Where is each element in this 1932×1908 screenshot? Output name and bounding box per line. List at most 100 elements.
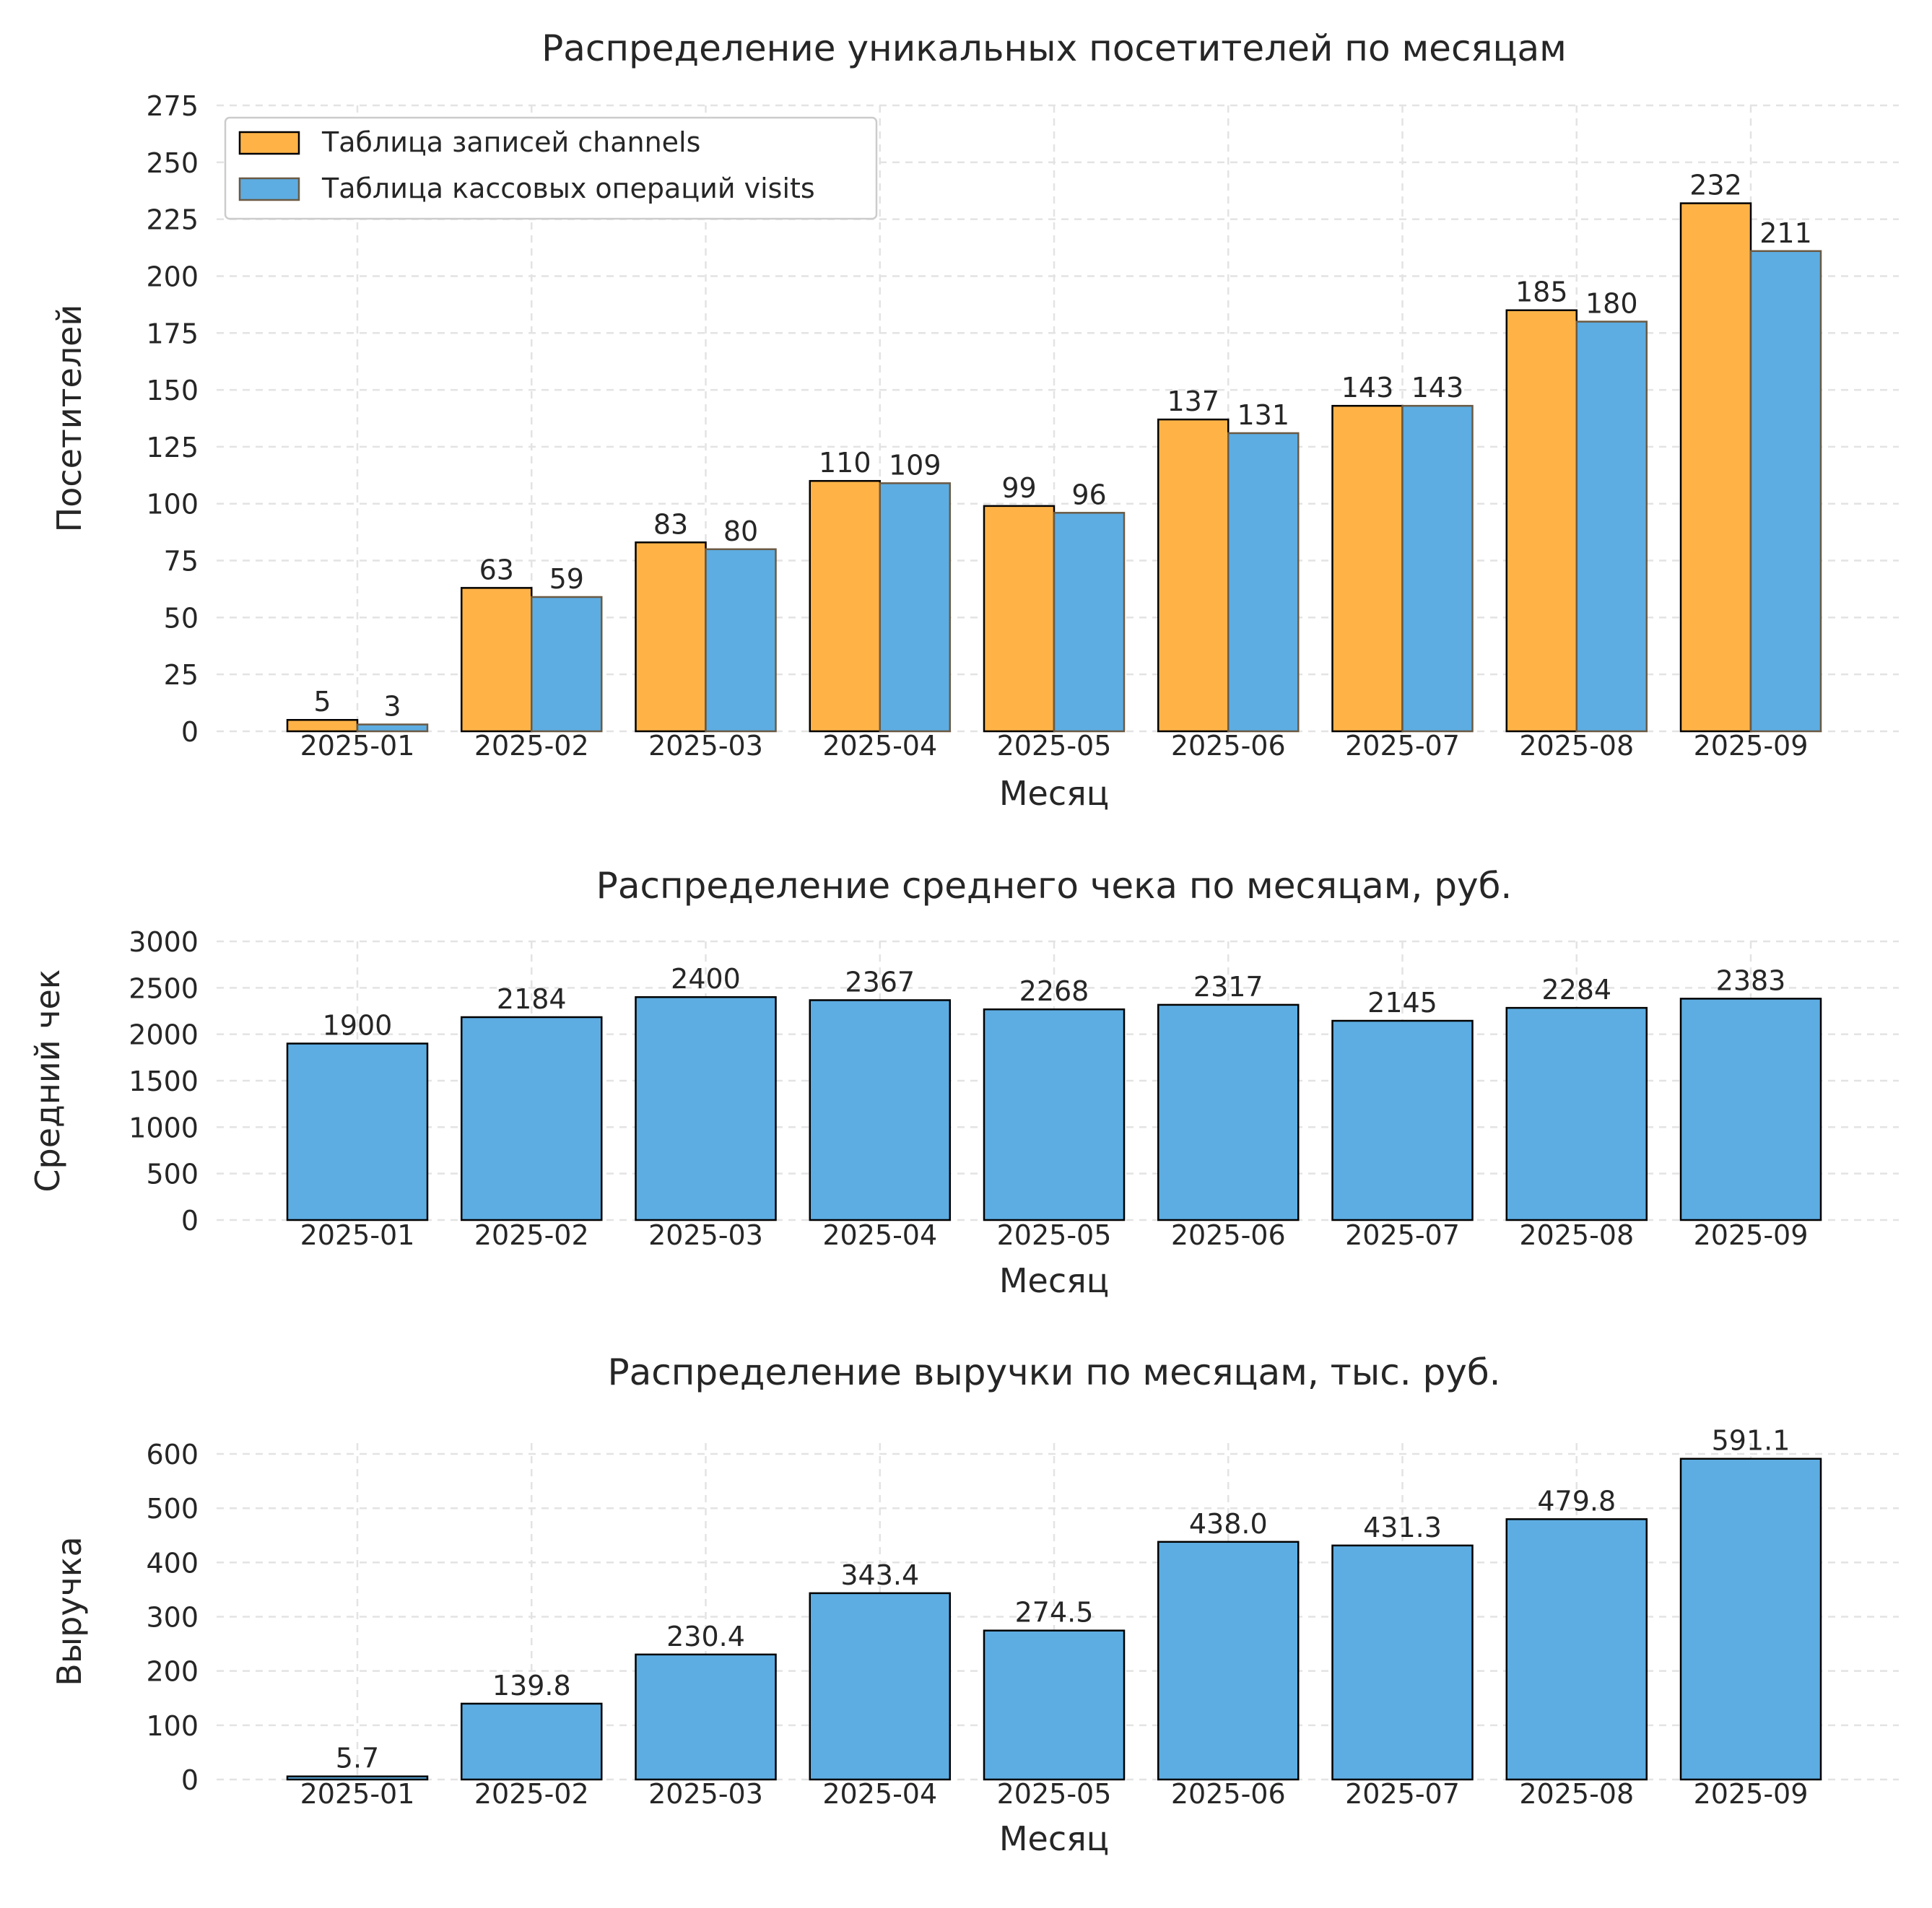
y-tick-label: 100 — [146, 489, 199, 520]
bar-value-label: 2184 — [497, 983, 567, 1015]
y-tick-label: 1500 — [129, 1066, 199, 1097]
bar-value-label: 59 — [549, 563, 584, 595]
x-tick-label: 2025-09 — [1694, 1219, 1809, 1251]
bar-value-label: 2268 — [1019, 975, 1089, 1007]
legend-swatch — [238, 177, 300, 201]
x-axis-label: Месяц — [999, 774, 1109, 813]
bar-value-label: 131 — [1237, 399, 1289, 431]
bar — [1505, 1006, 1648, 1221]
y-tick-label: 250 — [146, 147, 199, 179]
bar — [879, 482, 951, 733]
bar-value-label: 211 — [1759, 217, 1812, 249]
x-axis-label: Месяц — [999, 1819, 1109, 1858]
x-tick-label: 2025-07 — [1345, 730, 1460, 762]
y-tick-label: 275 — [146, 90, 199, 122]
y-tick-label: 100 — [146, 1710, 199, 1742]
x-tick-label: 2025-04 — [822, 1778, 937, 1810]
y-tick-label: 25 — [164, 659, 199, 691]
y-tick-label: 225 — [146, 204, 199, 236]
bar-value-label: 2145 — [1367, 987, 1437, 1019]
x-tick-label: 2025-07 — [1345, 1219, 1460, 1251]
chart-title: Распределение выручки по месяцам, тыс. р… — [607, 1351, 1500, 1393]
bar-value-label: 230.4 — [666, 1621, 745, 1652]
bar — [1679, 998, 1822, 1221]
bar-value-label: 143 — [1341, 372, 1394, 404]
bar-value-label: 438.0 — [1189, 1508, 1268, 1540]
bar-value-label: 80 — [723, 515, 758, 547]
y-tick-label: 200 — [146, 1656, 199, 1688]
chart-panel-1: 5 63 83 110 99 137 143 185 232 3 59 80 109 96 131 143 18… — [50, 27, 1899, 813]
legend-item-label: Таблица записей channels — [321, 126, 700, 158]
bar-value-label: 96 — [1071, 479, 1106, 510]
x-tick-label: 2025-07 — [1345, 1778, 1460, 1810]
bar-value-label: 110 — [819, 447, 871, 479]
bar-value-label: 5.7 — [336, 1743, 379, 1774]
chart-title: Распределение уникальных посетителей по … — [541, 27, 1567, 69]
bar — [635, 996, 777, 1221]
y-tick-label: 200 — [146, 261, 199, 292]
bar-value-label: 431.3 — [1363, 1512, 1442, 1543]
bar — [1331, 1019, 1474, 1221]
chart-panel-2: 1900 2184 2400 2367 2268 2317 2145 2284 2383 0 500… — [28, 865, 1899, 1300]
bar — [461, 1702, 603, 1781]
x-tick-label: 2025-05 — [997, 730, 1112, 762]
x-tick-label: 2025-04 — [822, 1219, 937, 1251]
bar — [809, 1592, 951, 1781]
y-tick-label: 0 — [181, 716, 199, 748]
x-tick-label: 2025-01 — [300, 1778, 415, 1810]
bar — [1679, 1458, 1822, 1781]
y-axis-label: Выручка — [50, 1536, 89, 1686]
bar-value-label: 591.1 — [1712, 1425, 1790, 1457]
bar — [1227, 432, 1300, 733]
bar-value-label: 63 — [479, 554, 514, 585]
x-tick-label: 2025-09 — [1694, 730, 1809, 762]
bar — [1157, 1541, 1300, 1781]
bar-value-label: 139.8 — [492, 1670, 571, 1702]
bar-value-label: 3 — [383, 691, 401, 723]
x-tick-label: 2025-09 — [1694, 1778, 1809, 1810]
bar — [286, 1775, 429, 1781]
bar — [635, 541, 707, 733]
bar — [531, 596, 603, 733]
y-tick-label: 75 — [164, 546, 199, 578]
x-tick-label: 2025-03 — [648, 1778, 763, 1810]
y-tick-label: 0 — [181, 1764, 199, 1796]
y-tick-label: 500 — [146, 1159, 199, 1190]
y-tick-label: 400 — [146, 1547, 199, 1579]
bar — [983, 505, 1056, 733]
bar — [1331, 404, 1404, 733]
chart-panel-3: 5.7 139.8 230.4 343.4 274.5 438.0 431.3 479.8 59… — [50, 1351, 1899, 1858]
bar — [705, 548, 777, 733]
bar — [1749, 250, 1822, 733]
x-tick-label: 2025-06 — [1171, 1778, 1286, 1810]
y-tick-label: 125 — [146, 432, 199, 463]
y-tick-label: 300 — [146, 1602, 199, 1634]
bar-value-label: 274.5 — [1015, 1597, 1094, 1629]
bar — [1505, 1518, 1648, 1781]
x-tick-label: 2025-03 — [648, 1219, 763, 1251]
y-tick-label: 3000 — [129, 926, 199, 958]
x-axis-label: Месяц — [999, 1261, 1109, 1300]
x-tick-label: 2025-04 — [822, 730, 937, 762]
y-tick-label: 1000 — [129, 1112, 199, 1144]
x-tick-label: 2025-03 — [648, 730, 763, 762]
y-axis-label: Средний чек — [28, 969, 67, 1192]
bar-value-label: 180 — [1585, 288, 1638, 320]
bar — [356, 723, 429, 733]
bar-value-label: 83 — [653, 508, 688, 540]
y-tick-label: 500 — [146, 1493, 199, 1525]
bar-value-label: 99 — [1001, 472, 1036, 504]
bar-value-label: 2400 — [671, 963, 741, 995]
bar-value-label: 1900 — [323, 1010, 393, 1042]
x-tick-label: 2025-05 — [997, 1778, 1112, 1810]
bar-value-label: 2383 — [1716, 964, 1786, 996]
bar-value-label: 232 — [1689, 170, 1742, 201]
x-tick-label: 2025-08 — [1519, 730, 1634, 762]
x-tick-label: 2025-08 — [1519, 1219, 1634, 1251]
bar-value-label: 185 — [1515, 276, 1568, 308]
y-tick-label: 50 — [164, 602, 199, 634]
bar — [983, 1629, 1126, 1781]
x-tick-label: 2025-06 — [1171, 1219, 1286, 1251]
bar — [1505, 309, 1578, 733]
